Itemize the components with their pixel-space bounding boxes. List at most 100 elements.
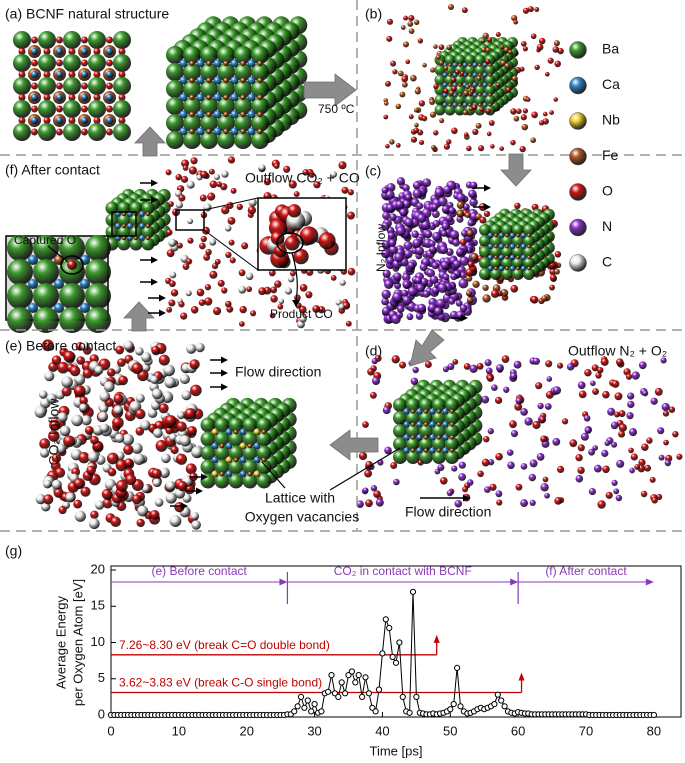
atom xyxy=(51,355,62,365)
atom xyxy=(166,63,184,81)
atom xyxy=(115,345,125,355)
data-point xyxy=(355,672,362,679)
atom xyxy=(43,71,51,78)
atom xyxy=(402,184,410,192)
atom xyxy=(552,386,562,395)
atom xyxy=(208,168,215,175)
atom xyxy=(38,123,56,141)
atom xyxy=(381,306,391,316)
atom xyxy=(226,202,234,209)
atom xyxy=(445,450,459,464)
atom xyxy=(165,492,177,504)
atom xyxy=(522,7,530,14)
atom xyxy=(293,191,300,198)
atom xyxy=(179,76,188,85)
atom xyxy=(505,266,509,271)
atom xyxy=(257,111,263,118)
atom xyxy=(530,137,537,144)
atom xyxy=(510,372,518,380)
x-tick-label: 10 xyxy=(172,723,186,738)
atom xyxy=(479,224,491,236)
atom xyxy=(240,94,246,101)
atom xyxy=(56,94,63,101)
atom xyxy=(422,62,427,68)
atom xyxy=(228,473,244,489)
atom xyxy=(419,139,425,145)
atom xyxy=(88,518,100,530)
atom xyxy=(117,213,131,227)
atom xyxy=(69,365,81,377)
atom xyxy=(469,364,478,373)
atom xyxy=(604,440,611,447)
atom xyxy=(520,40,527,47)
atom xyxy=(253,442,261,450)
atom xyxy=(459,304,468,313)
atom xyxy=(450,77,457,83)
atom xyxy=(386,18,394,25)
atom xyxy=(478,83,482,87)
atom xyxy=(483,435,490,443)
data-point xyxy=(359,693,366,701)
atom xyxy=(118,48,126,55)
atom xyxy=(175,173,182,181)
atom xyxy=(287,275,295,283)
atom xyxy=(410,448,416,453)
atom xyxy=(403,447,410,454)
flow-arrow-head xyxy=(151,179,158,187)
atom xyxy=(113,54,131,72)
atom xyxy=(472,128,479,136)
atom xyxy=(299,226,319,246)
legend-swatch xyxy=(569,218,587,237)
atom xyxy=(13,123,31,141)
phase-arrow-head xyxy=(279,578,288,586)
atom xyxy=(239,305,247,314)
atom xyxy=(122,212,126,216)
atom xyxy=(511,75,518,82)
atom xyxy=(616,459,625,468)
atom xyxy=(485,108,491,114)
atom xyxy=(81,105,88,113)
atom xyxy=(467,260,475,268)
atom xyxy=(247,127,256,136)
atom xyxy=(437,463,445,472)
atom xyxy=(141,225,155,239)
data-point xyxy=(338,679,345,686)
atom xyxy=(458,93,462,97)
atom xyxy=(464,94,476,106)
atom xyxy=(488,103,492,107)
threshold-label: 3.62~3.83 eV (break C-O single bond) xyxy=(119,676,322,690)
inset-label: Captured O xyxy=(14,233,76,247)
atom xyxy=(284,287,293,295)
atom xyxy=(396,177,406,186)
atom xyxy=(106,71,113,78)
atom xyxy=(403,434,410,441)
atom xyxy=(230,127,239,136)
atom xyxy=(179,374,190,385)
atom xyxy=(225,251,232,259)
atom xyxy=(246,286,253,293)
atom xyxy=(395,103,402,110)
x-tick-label: 50 xyxy=(443,723,457,738)
atom xyxy=(424,230,433,239)
atom xyxy=(448,73,452,77)
atom xyxy=(423,422,429,427)
atom xyxy=(429,99,436,105)
atom xyxy=(402,280,411,289)
atom xyxy=(490,268,502,280)
atom xyxy=(611,479,618,487)
data-point xyxy=(365,690,372,697)
atom xyxy=(410,136,418,143)
atom xyxy=(239,470,247,478)
atom xyxy=(63,123,81,141)
atom xyxy=(38,390,48,399)
atom xyxy=(238,269,246,277)
x-tick-label: 30 xyxy=(307,723,321,738)
atom xyxy=(233,457,239,463)
atom xyxy=(542,118,549,125)
atom xyxy=(88,77,106,95)
atom xyxy=(31,105,38,113)
phase-label: CO₂ in contact with BCNF xyxy=(334,564,472,578)
atom xyxy=(448,83,452,87)
atom xyxy=(338,161,347,170)
